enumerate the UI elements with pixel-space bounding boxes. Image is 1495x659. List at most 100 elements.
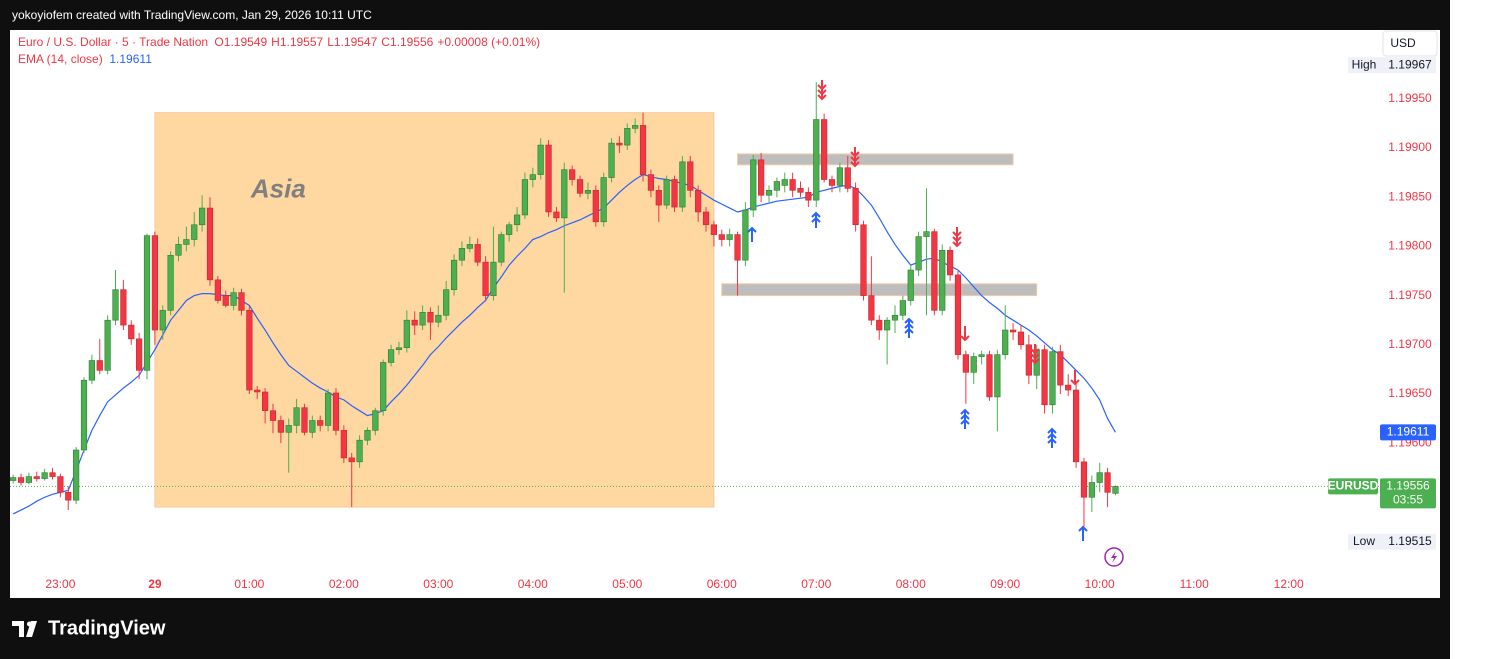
candle-body: [632, 125, 639, 129]
candle-body: [317, 420, 324, 426]
candle-body: [222, 295, 229, 306]
countdown: 03:55: [1393, 493, 1423, 507]
candle-body: [57, 476, 64, 493]
candle-body: [301, 407, 308, 433]
candle-body: [891, 314, 899, 321]
candle-body: [962, 354, 969, 373]
candle-body: [41, 472, 48, 479]
high-label-value: 1.19967: [1388, 57, 1432, 71]
candle-body: [293, 407, 300, 426]
x-tick-label: 05:00: [612, 577, 642, 591]
y-tick-label: 1.19800: [1388, 239, 1432, 253]
candle-body: [923, 231, 930, 237]
candle-body: [978, 354, 985, 357]
y-tick-label: 1.19700: [1388, 337, 1432, 351]
candle-body: [395, 347, 403, 350]
candle-body: [183, 239, 190, 245]
y-tick-label: 1.19850: [1388, 189, 1432, 203]
candle-body: [695, 190, 702, 213]
candle-body: [206, 207, 214, 281]
candle-body: [569, 169, 576, 180]
candle-body: [797, 188, 804, 193]
candle-body: [277, 420, 284, 433]
candle-body: [285, 425, 292, 433]
low-label-bg: [1348, 533, 1436, 550]
candle-body: [143, 235, 151, 371]
candle-body: [915, 236, 922, 271]
candle-body: [96, 360, 103, 371]
y-tick-label: 1.19900: [1388, 140, 1432, 154]
zone: [721, 283, 1038, 297]
currency-button[interactable]: USD: [1382, 30, 1438, 57]
candle-body: [529, 174, 536, 180]
candle-body: [372, 410, 379, 431]
candle-body: [1049, 351, 1056, 406]
candle-body: [104, 319, 111, 371]
ohlc-value: 1.19547: [333, 35, 378, 49]
candle-body: [159, 310, 166, 331]
candle-body: [884, 319, 891, 331]
alert-icon[interactable]: [1104, 547, 1124, 567]
price-tag-bg: [1380, 478, 1436, 509]
candle-body: [112, 289, 119, 321]
candle-body: [387, 349, 395, 363]
candle-body: [994, 354, 1001, 398]
x-tick-label: 06:00: [707, 577, 737, 591]
candle-body: [608, 142, 615, 178]
candle-body: [1002, 329, 1009, 355]
candle-body: [726, 234, 733, 240]
candle-body: [742, 209, 749, 261]
price-tag: 1.19556: [1386, 479, 1430, 493]
candle-body: [214, 279, 221, 301]
candle-body: [309, 420, 316, 433]
logo: TradingView: [12, 617, 166, 639]
x-tick-label: 09:00: [990, 577, 1020, 591]
candle-body: [537, 144, 544, 175]
x-tick-label: 08:00: [896, 577, 926, 591]
candle-body: [435, 314, 442, 323]
ohlc-value: 1.19549: [223, 35, 268, 49]
candle-body: [828, 179, 836, 186]
candle-body: [199, 207, 206, 226]
candle-body: [403, 319, 410, 349]
symbol-tag: EURUSD: [1328, 479, 1379, 493]
candle-body: [687, 161, 694, 191]
candle-body: [167, 254, 174, 311]
x-tick-label: 11:00: [1180, 577, 1209, 591]
candle-body: [1017, 331, 1025, 346]
ema-value: 1.19611: [109, 52, 152, 66]
candle-body: [246, 310, 253, 391]
candle-body: [73, 449, 80, 501]
y-tick-label: 1.19750: [1388, 288, 1432, 302]
candle-body: [65, 492, 72, 501]
candle-body: [262, 391, 269, 411]
candle-body: [191, 224, 198, 240]
candle-body: [639, 125, 647, 175]
zone: [154, 112, 715, 508]
candle-body: [466, 244, 473, 249]
candle-body: [356, 439, 363, 463]
candle-body: [1104, 472, 1111, 493]
candle-body: [561, 169, 568, 219]
candle-body: [1041, 349, 1048, 406]
candle-body: [671, 179, 678, 208]
candle-body: [813, 119, 820, 201]
candle-body: [624, 128, 631, 146]
ohlc-value: 1.19557: [279, 35, 324, 49]
candle-body: [136, 338, 143, 371]
ema-name: EMA (14, close): [18, 52, 103, 66]
candle-body: [482, 261, 489, 296]
symbol-header: Euro / U.S. Dollar · 5 · Trade Nation O1…: [18, 35, 540, 49]
candle-body: [773, 181, 780, 191]
candle-body: [269, 410, 277, 421]
x-tick-label: 02:00: [329, 577, 359, 591]
candle-body: [844, 167, 851, 189]
candle-body: [899, 300, 906, 316]
x-tick-label: 03:00: [423, 577, 453, 591]
candle-body: [1009, 329, 1017, 333]
candle-body: [765, 190, 773, 196]
candle-body: [616, 142, 623, 146]
ema-legend: EMA (14, close) 1.19611: [18, 52, 152, 66]
candle-body: [553, 211, 560, 219]
ema-price-label: 1.19611: [1387, 424, 1430, 438]
